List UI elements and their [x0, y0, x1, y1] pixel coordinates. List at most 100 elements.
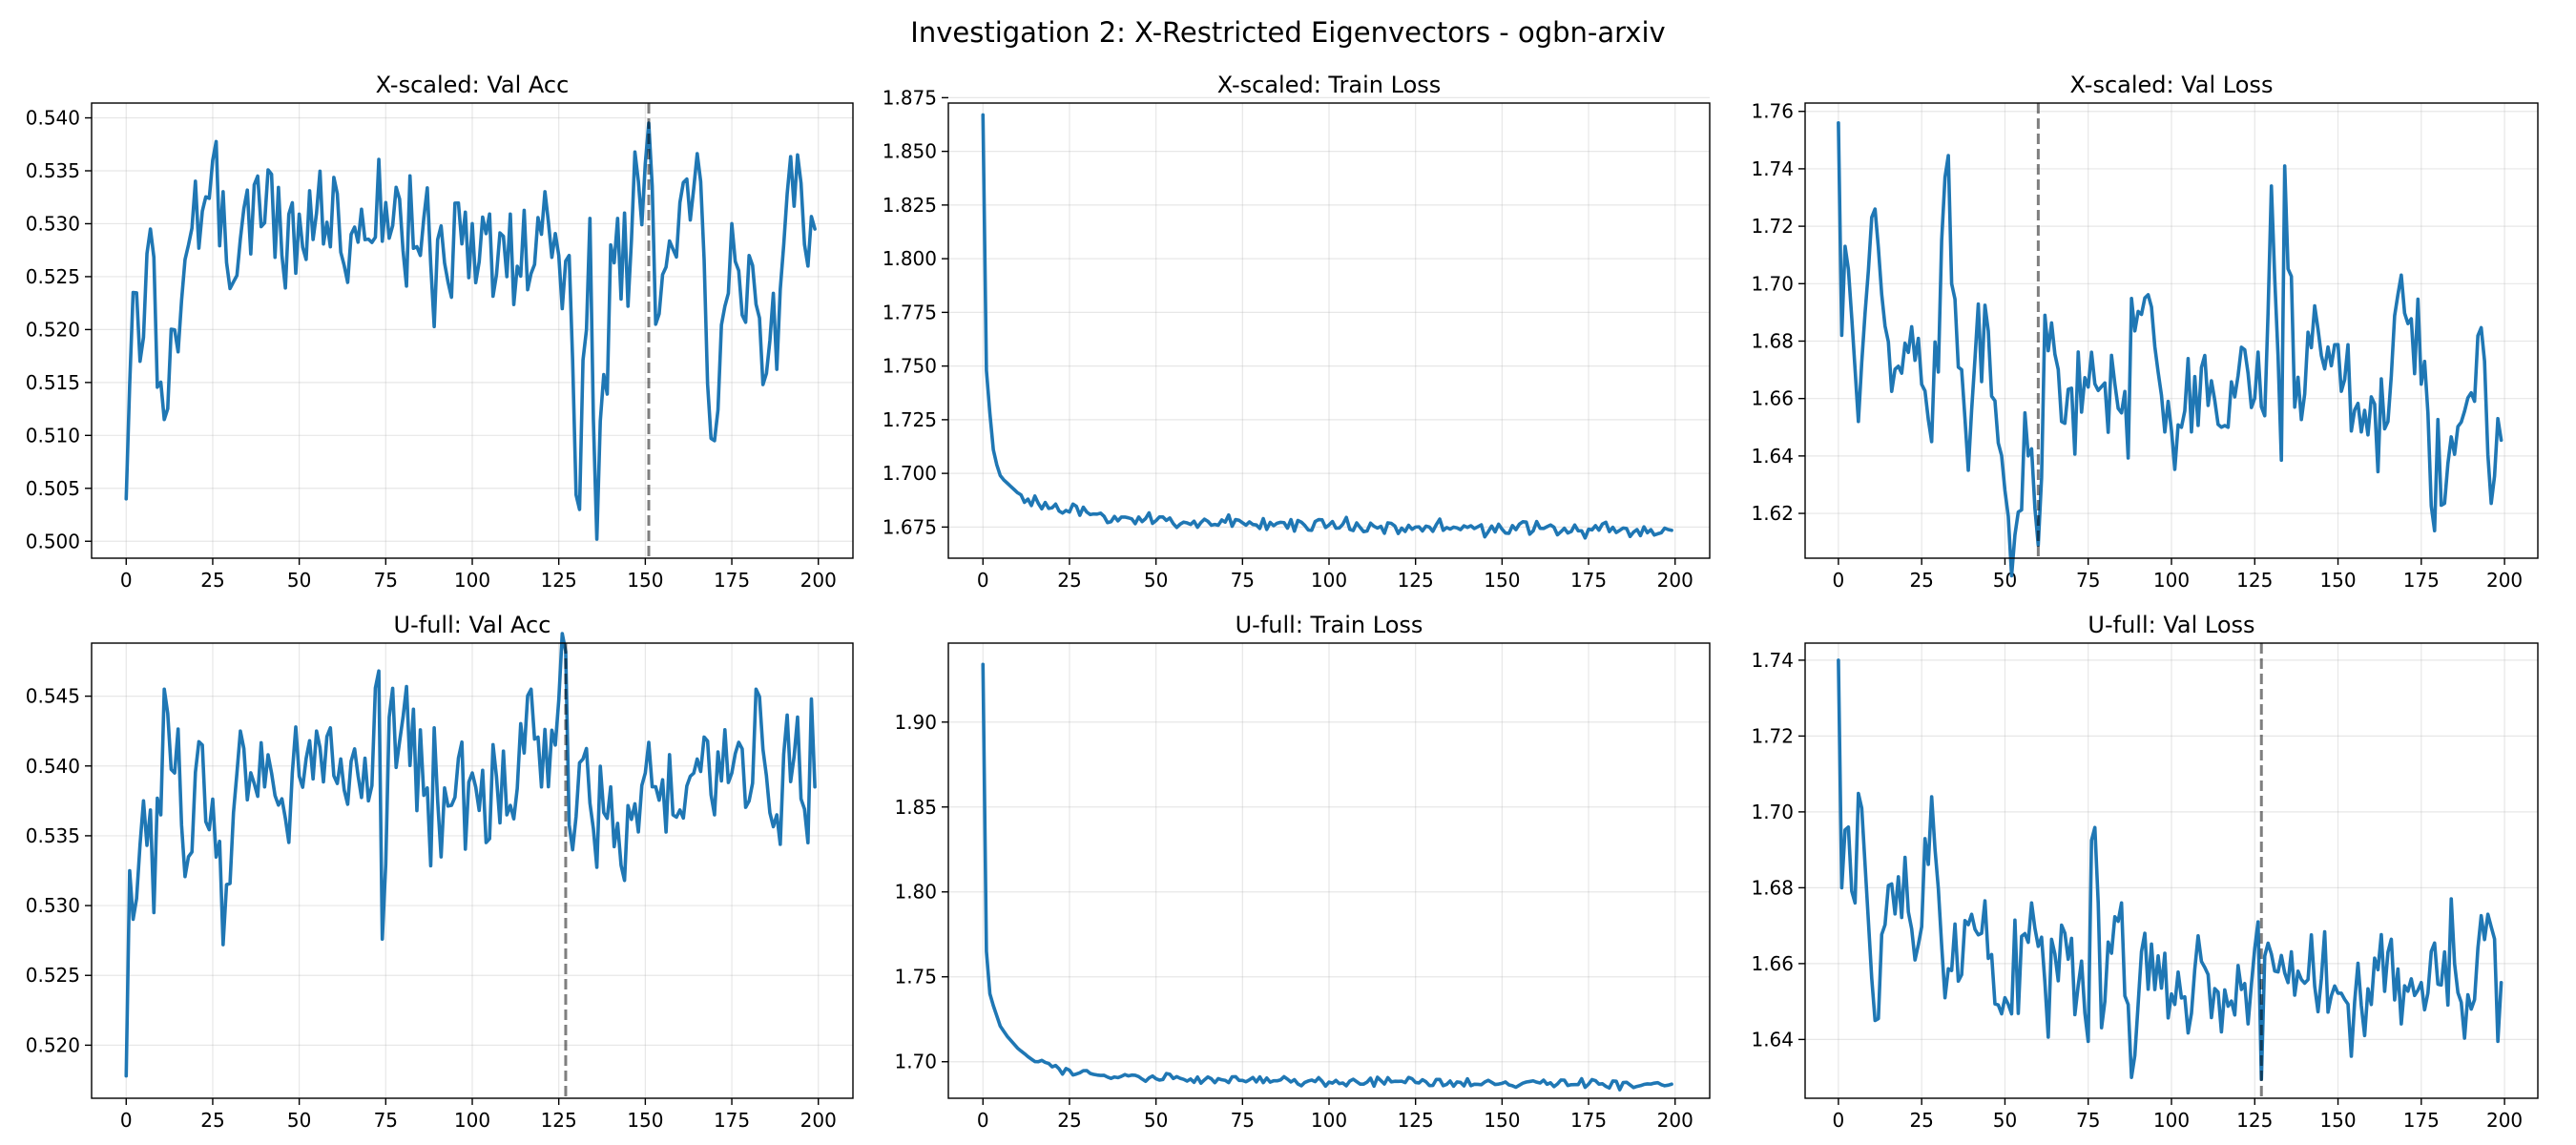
y-tick-label: 0.510	[26, 424, 80, 447]
x-tick-label: 50	[1993, 1109, 2017, 1132]
y-tick-label: 0.535	[26, 159, 80, 182]
x-tick-label: 175	[714, 569, 750, 592]
subplot-title: U-full: Train Loss	[1236, 612, 1423, 638]
x-tick-label: 25	[200, 569, 224, 592]
series-line-0	[124, 632, 817, 1078]
axes-frame	[91, 102, 854, 559]
y-tick-label: 1.74	[1751, 649, 1794, 672]
x-tick-label: 175	[2403, 1109, 2440, 1132]
x-tick-label: 75	[2076, 1109, 2100, 1132]
y-tick-label: 0.500	[26, 530, 80, 552]
y-tick-label: 1.750	[883, 355, 937, 378]
y-tick-label: 1.64	[1751, 1028, 1794, 1051]
y-tick-label: 1.825	[883, 194, 937, 217]
subplot-u-full-val-acc: U-full: Val Acc 0 25 50 75 100 125 150 175 200 0.5…	[26, 612, 854, 1132]
y-tick-label: 1.68	[1751, 876, 1794, 899]
y-tick-label: 1.75	[894, 966, 937, 989]
x-tick-label: 0	[1833, 569, 1845, 592]
y-tick-label: 1.72	[1751, 215, 1794, 238]
x-tick-label: 150	[2319, 1109, 2356, 1132]
x-tick-label: 200	[2486, 569, 2523, 592]
x-tick-label: 75	[1231, 1109, 1255, 1132]
y-tick-label: 0.530	[26, 894, 80, 917]
y-tick-label: 1.80	[894, 881, 937, 904]
y-tick-label: 0.515	[26, 371, 80, 394]
x-tick-label: 100	[1311, 569, 1347, 592]
y-tick-label: 1.66	[1751, 952, 1794, 975]
subplot-x-scaled-train-loss: X-scaled: Train Loss 0 25 50 75 100 125 150 175 2…	[883, 72, 1711, 592]
y-tick-label: 0.505	[26, 477, 80, 500]
y-tick-label: 0.540	[26, 107, 80, 130]
y-tick-label: 1.64	[1751, 445, 1794, 468]
series-line-0	[124, 121, 817, 541]
x-tick-label: 50	[287, 569, 311, 592]
y-tick-label: 1.90	[894, 711, 937, 734]
x-tick-label: 125	[1398, 569, 1434, 592]
axes-frame	[91, 642, 854, 1099]
axes-frame	[947, 102, 1711, 559]
x-tick-label: 0	[120, 1109, 133, 1132]
y-tick-label: 0.525	[26, 964, 80, 987]
x-tick-label: 50	[287, 1109, 311, 1132]
x-tick-label: 75	[2076, 569, 2100, 592]
x-tick-label: 200	[1657, 1109, 1693, 1132]
y-tick-label: 1.850	[883, 140, 937, 163]
subplot-x-scaled-val-acc: X-scaled: Val Acc 0 25 50 75 100 125 150 175 200 0…	[26, 72, 854, 592]
x-tick-label: 25	[1909, 569, 1933, 592]
x-tick-label: 125	[541, 1109, 577, 1132]
y-tick-label: 1.68	[1751, 329, 1794, 352]
x-tick-label: 200	[800, 1109, 837, 1132]
x-tick-label: 175	[1570, 569, 1607, 592]
x-tick-label: 125	[2236, 1109, 2273, 1132]
x-tick-label: 0	[120, 569, 133, 592]
y-tick-label: 1.76	[1751, 100, 1794, 123]
x-tick-label: 125	[1398, 1109, 1434, 1132]
figure-title: Investigation 2: X-Restricted Eigenvecto…	[910, 16, 1665, 49]
subplot-title: X-scaled: Val Acc	[376, 72, 570, 98]
x-tick-label: 0	[977, 569, 989, 592]
y-tick-label: 0.520	[26, 318, 80, 341]
x-tick-label: 150	[2319, 569, 2356, 592]
subplot-u-full-train-loss: U-full: Train Loss 0 25 50 75 100 125 150 175 200…	[894, 612, 1711, 1132]
axes-frame	[947, 642, 1711, 1099]
x-tick-label: 50	[1144, 569, 1168, 592]
x-tick-label: 75	[374, 569, 398, 592]
y-tick-label: 1.70	[1751, 801, 1794, 823]
y-tick-label: 1.675	[883, 515, 937, 538]
x-tick-label: 100	[1311, 1109, 1347, 1132]
y-tick-label: 1.72	[1751, 724, 1794, 747]
axes-frame	[1804, 642, 2539, 1099]
x-tick-label: 100	[454, 569, 490, 592]
y-tick-label: 0.540	[26, 755, 80, 778]
series-line-0	[981, 662, 1673, 1092]
x-tick-label: 100	[454, 1109, 490, 1132]
x-tick-label: 125	[541, 569, 577, 592]
y-tick-label: 1.775	[883, 301, 937, 323]
y-tick-label: 0.525	[26, 265, 80, 288]
y-tick-label: 0.535	[26, 824, 80, 847]
subplot-title: U-full: Val Loss	[2088, 612, 2254, 638]
axes-frame	[1804, 102, 2539, 559]
y-tick-label: 1.875	[883, 86, 937, 109]
y-tick-label: 1.62	[1751, 502, 1794, 525]
x-tick-label: 175	[1570, 1109, 1607, 1132]
x-tick-label: 75	[1231, 569, 1255, 592]
y-tick-label: 0.530	[26, 212, 80, 235]
y-tick-label: 1.66	[1751, 387, 1794, 410]
series-line-0	[981, 113, 1673, 540]
y-tick-label: 0.520	[26, 1033, 80, 1056]
x-tick-label: 200	[1657, 569, 1693, 592]
x-tick-label: 75	[374, 1109, 398, 1132]
y-tick-label: 1.70	[894, 1051, 937, 1073]
x-tick-label: 25	[1057, 1109, 1081, 1132]
x-tick-label: 150	[1484, 569, 1520, 592]
y-tick-label: 1.70	[1751, 272, 1794, 295]
x-tick-label: 50	[1144, 1109, 1168, 1132]
x-tick-label: 25	[1909, 1109, 1933, 1132]
x-tick-label: 175	[2403, 569, 2440, 592]
x-tick-label: 0	[1833, 1109, 1845, 1132]
x-tick-label: 25	[1057, 569, 1081, 592]
x-tick-label: 100	[2153, 569, 2190, 592]
